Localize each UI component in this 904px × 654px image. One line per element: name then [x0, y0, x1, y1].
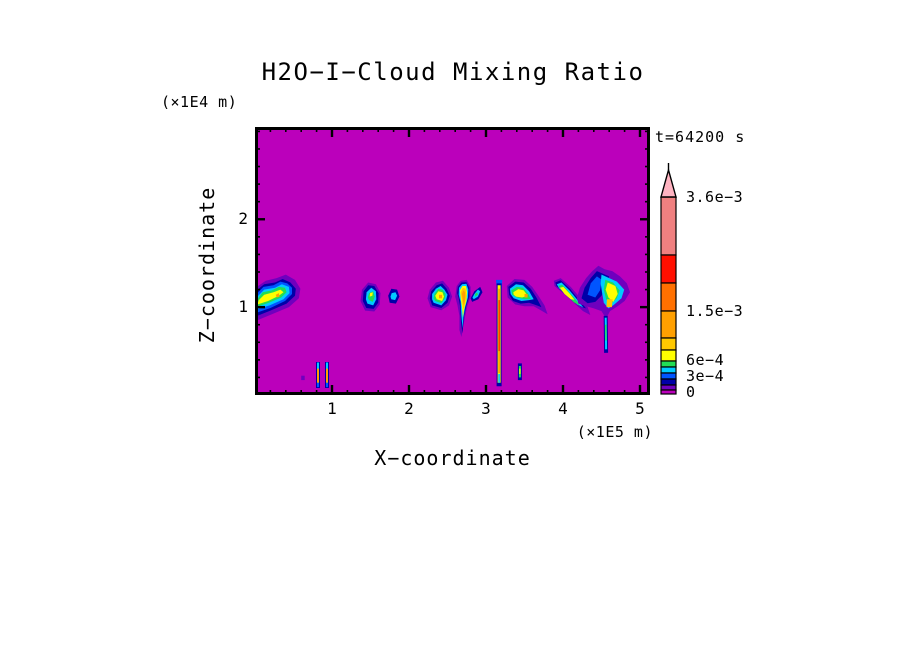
- cloud-contours: [255, 265, 630, 388]
- colorbar-segment: [660, 366, 677, 374]
- colorbar-labels: 3.6e−3 1.5e−3 6e−4 3e−4 0: [686, 160, 796, 405]
- cloud-right-complex-layer: [605, 282, 618, 302]
- plot-canvas: [255, 127, 650, 395]
- colorbar: 3.6e−3 1.5e−3 6e−4 3e−4 0: [650, 160, 800, 405]
- cloud-left-anvil-layer: [275, 293, 280, 298]
- x-tick-labels: 1 2 3 4 5: [255, 399, 650, 419]
- colorbar-value-label: 3e−4: [686, 367, 725, 385]
- colorbar-segment: [660, 282, 677, 312]
- colorbar-segment: [660, 310, 677, 339]
- colorbar-segment: [660, 389, 677, 395]
- colorbar-value-label: 1.5e−3: [686, 302, 744, 320]
- cloud-mid-1-layer: [439, 294, 443, 299]
- z-tick-label: 2: [238, 209, 248, 228]
- colorbar-segment: [660, 337, 677, 351]
- x-tick-label: 3: [481, 399, 491, 418]
- plot-frame: [255, 127, 650, 395]
- x-axis-label: X−coordinate: [374, 446, 531, 470]
- colorbar-segment: [660, 360, 677, 368]
- colorbar-value-label: 6e−4: [686, 351, 725, 369]
- x-tick-label: 4: [558, 399, 568, 418]
- x-tick-label: 5: [635, 399, 645, 418]
- z-tick-label: 1: [238, 297, 248, 316]
- colorbar-segment: [660, 378, 677, 386]
- cloud-small-1-layer: [369, 292, 373, 297]
- cloud-right-complex-layer: [606, 299, 613, 308]
- colorbar-canvas: [660, 163, 677, 395]
- z-axis-label: Z−coordinate: [195, 186, 219, 344]
- cloud-mid-2-layer: [475, 292, 478, 297]
- cloud-mid-virga-layer: [461, 290, 466, 306]
- cloud-small-1-layer: [367, 291, 375, 302]
- time-annotation: t=64200 s: [655, 128, 746, 146]
- cloud-right-band-layer: [559, 286, 575, 300]
- cloud-right-complex-layer: [587, 276, 602, 298]
- colorbar-segment: [660, 254, 677, 284]
- plot-background: [255, 127, 650, 395]
- faint-dot-layer: [301, 375, 305, 381]
- x-tick-label: 1: [327, 399, 337, 418]
- colorbar-segment: [660, 196, 677, 256]
- cloud-left-anvil-layer: [257, 289, 284, 305]
- colorbar-arrow: [660, 167, 677, 198]
- z-axis-unit-label: (×1E4 m): [161, 93, 238, 111]
- x-tick-label: 2: [404, 399, 414, 418]
- cloud-mid-3-layer: [524, 294, 528, 298]
- colorbar-segment: [660, 349, 677, 362]
- colorbar-value-label: 0: [686, 383, 696, 401]
- x-axis-unit-label: (×1E5 m): [576, 423, 653, 441]
- colorbar-value-label: 3.6e−3: [686, 188, 744, 206]
- chart-title: H2O−I−Cloud Mixing Ratio: [261, 58, 645, 86]
- cloud-small-2-layer: [390, 292, 398, 301]
- colorbar-segment: [660, 384, 677, 391]
- cloud-mid-3-layer: [513, 289, 528, 298]
- colorbar-segment: [660, 372, 677, 380]
